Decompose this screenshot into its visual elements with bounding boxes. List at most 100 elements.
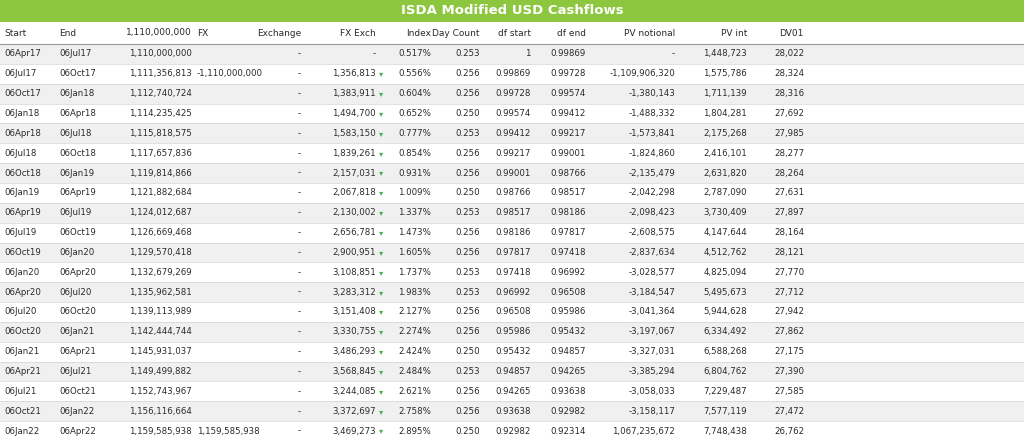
Text: 3,730,409: 3,730,409 xyxy=(703,208,746,217)
Text: 06Jul20: 06Jul20 xyxy=(4,307,37,317)
Text: 1,115,818,575: 1,115,818,575 xyxy=(129,129,193,138)
Text: 1.605%: 1.605% xyxy=(398,248,431,257)
Text: 0.92982: 0.92982 xyxy=(551,407,586,416)
Text: 2,175,268: 2,175,268 xyxy=(703,129,746,138)
Text: 06Jul19: 06Jul19 xyxy=(4,228,36,237)
Text: 3,108,851: 3,108,851 xyxy=(332,268,376,277)
Text: 0.97418: 0.97418 xyxy=(496,268,531,277)
Text: 0.92982: 0.92982 xyxy=(496,426,531,436)
Text: -: - xyxy=(298,327,301,336)
Text: 1,149,499,882: 1,149,499,882 xyxy=(129,367,193,376)
Bar xyxy=(0,282,1024,302)
Text: 06Jul17: 06Jul17 xyxy=(4,69,37,78)
Text: 1.009%: 1.009% xyxy=(398,188,431,198)
Text: 2.895%: 2.895% xyxy=(398,426,431,436)
Text: ▾: ▾ xyxy=(379,387,383,396)
Bar xyxy=(0,262,1024,282)
Text: 2.274%: 2.274% xyxy=(398,327,431,336)
Text: 27,862: 27,862 xyxy=(774,327,804,336)
Text: 28,264: 28,264 xyxy=(774,168,804,178)
Text: 4,147,644: 4,147,644 xyxy=(703,228,746,237)
Text: FX: FX xyxy=(197,29,208,37)
Bar xyxy=(0,104,1024,123)
Text: 1,159,585,938: 1,159,585,938 xyxy=(197,426,260,436)
Text: 06Jan20: 06Jan20 xyxy=(4,268,39,277)
Bar xyxy=(0,84,1024,104)
Text: 27,631: 27,631 xyxy=(774,188,804,198)
Text: 06Oct20: 06Oct20 xyxy=(59,307,96,317)
Text: 06Jul18: 06Jul18 xyxy=(4,149,37,158)
Text: 0.99869: 0.99869 xyxy=(496,69,531,78)
Text: 0.256: 0.256 xyxy=(456,149,480,158)
Text: 06Jan21: 06Jan21 xyxy=(59,327,94,336)
Text: -1,110,000,000: -1,110,000,000 xyxy=(197,69,263,78)
Text: 1,356,813: 1,356,813 xyxy=(332,69,376,78)
Text: 26,762: 26,762 xyxy=(774,426,804,436)
Text: -: - xyxy=(298,129,301,138)
Bar xyxy=(0,223,1024,243)
Text: 1,139,113,989: 1,139,113,989 xyxy=(129,307,193,317)
Text: 0.256: 0.256 xyxy=(456,248,480,257)
Text: PV int: PV int xyxy=(721,29,746,37)
Text: 1,129,570,418: 1,129,570,418 xyxy=(129,248,193,257)
Text: 0.256: 0.256 xyxy=(456,407,480,416)
Text: 28,277: 28,277 xyxy=(774,149,804,158)
Bar xyxy=(0,203,1024,223)
Text: 0.99728: 0.99728 xyxy=(496,89,531,98)
Text: Index: Index xyxy=(406,29,431,37)
Text: 1,112,740,724: 1,112,740,724 xyxy=(129,89,193,98)
Text: 2,787,090: 2,787,090 xyxy=(703,188,746,198)
Text: 06Oct21: 06Oct21 xyxy=(4,407,41,416)
Text: -2,042,298: -2,042,298 xyxy=(629,188,675,198)
Text: -3,158,117: -3,158,117 xyxy=(628,407,675,416)
Text: 2,656,781: 2,656,781 xyxy=(332,228,376,237)
Text: 3,151,408: 3,151,408 xyxy=(332,307,376,317)
Text: 7,229,487: 7,229,487 xyxy=(703,387,746,396)
Text: 1,583,150: 1,583,150 xyxy=(332,129,376,138)
Text: 1,121,882,684: 1,121,882,684 xyxy=(129,188,193,198)
Text: 06Jul21: 06Jul21 xyxy=(59,367,91,376)
Text: 06Jul21: 06Jul21 xyxy=(4,387,37,396)
Text: 1,448,723: 1,448,723 xyxy=(703,49,746,58)
Text: -: - xyxy=(298,149,301,158)
Text: 0.256: 0.256 xyxy=(456,228,480,237)
Text: -2,608,575: -2,608,575 xyxy=(628,228,675,237)
Text: 1,114,235,425: 1,114,235,425 xyxy=(129,109,193,118)
Text: 0.97418: 0.97418 xyxy=(551,248,586,257)
Text: 1,494,700: 1,494,700 xyxy=(333,109,376,118)
Text: 1.473%: 1.473% xyxy=(398,228,431,237)
Text: -: - xyxy=(298,248,301,257)
Text: 0.95432: 0.95432 xyxy=(496,347,531,356)
Text: 0.256: 0.256 xyxy=(456,69,480,78)
Text: ▾: ▾ xyxy=(379,367,383,376)
Text: 0.98517: 0.98517 xyxy=(551,188,586,198)
Text: 06Jan18: 06Jan18 xyxy=(59,89,94,98)
Text: 06Jul20: 06Jul20 xyxy=(59,288,91,297)
Text: -3,041,364: -3,041,364 xyxy=(628,307,675,317)
Text: -3,385,294: -3,385,294 xyxy=(629,367,675,376)
Text: -: - xyxy=(298,347,301,356)
Text: ▾: ▾ xyxy=(379,228,383,237)
Text: 0.95986: 0.95986 xyxy=(496,327,531,336)
Text: 4,512,762: 4,512,762 xyxy=(703,248,746,257)
Text: ISDA Modified USD Cashflows: ISDA Modified USD Cashflows xyxy=(400,4,624,18)
Bar xyxy=(0,243,1024,262)
Text: 06Oct20: 06Oct20 xyxy=(4,327,41,336)
Text: 06Jul17: 06Jul17 xyxy=(59,49,91,58)
Text: 27,942: 27,942 xyxy=(774,307,804,317)
Text: 06Oct17: 06Oct17 xyxy=(59,69,96,78)
Text: -: - xyxy=(298,228,301,237)
Text: 3,330,755: 3,330,755 xyxy=(332,327,376,336)
Text: 06Apr20: 06Apr20 xyxy=(59,268,96,277)
Text: 28,316: 28,316 xyxy=(774,89,804,98)
Text: 1,119,814,866: 1,119,814,866 xyxy=(129,168,193,178)
Text: 0.99574: 0.99574 xyxy=(551,89,586,98)
Text: 0.99001: 0.99001 xyxy=(496,168,531,178)
Text: 06Jan19: 06Jan19 xyxy=(59,168,94,178)
Text: -3,327,031: -3,327,031 xyxy=(628,347,675,356)
Bar xyxy=(0,143,1024,163)
Text: 2,416,101: 2,416,101 xyxy=(703,149,746,158)
Text: -: - xyxy=(298,288,301,297)
Text: 1,145,931,037: 1,145,931,037 xyxy=(129,347,193,356)
Text: 3,469,273: 3,469,273 xyxy=(333,426,376,436)
